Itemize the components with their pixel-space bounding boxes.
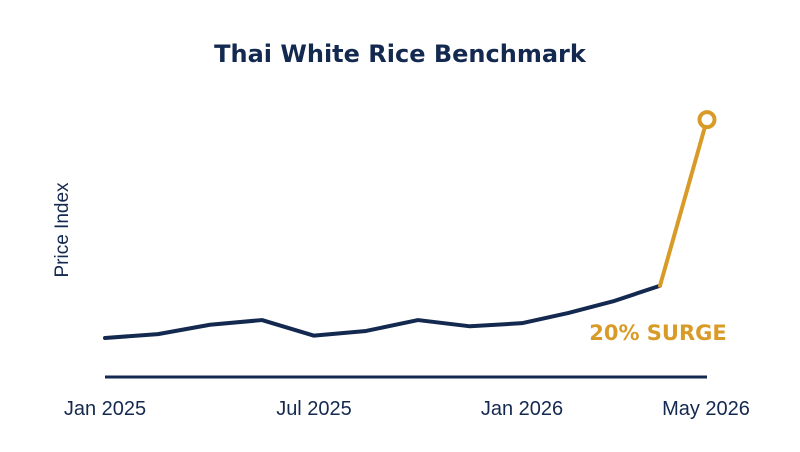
surge-annotation: 20% SURGE [589,321,727,345]
x-tick-label: Jul 2025 [276,398,352,420]
y-axis-label: Price Index [52,182,73,278]
x-tick-label: May 2026 [662,398,750,420]
endpoint-marker [697,110,717,130]
series-layer [103,110,717,340]
chart-title: Thai White Rice Benchmark [214,40,587,68]
x-tick-label: Jan 2026 [481,398,563,420]
x-tick-label: Jan 2025 [64,398,146,420]
series-line-surge [658,117,709,288]
series-line-baseline [103,283,662,340]
